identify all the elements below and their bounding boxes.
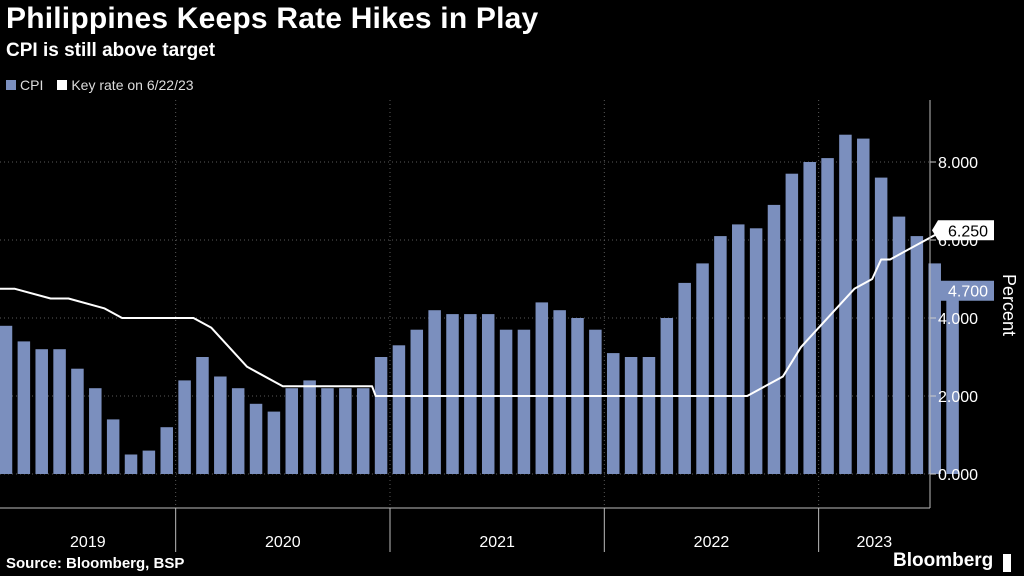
cpi-bar	[17, 341, 31, 474]
cpi-bar	[71, 368, 84, 474]
cpi-bar	[785, 173, 799, 474]
cpi-bar	[321, 388, 334, 474]
chart-legend: CPI Key rate on 6/22/23	[6, 77, 208, 93]
year-label: 2022	[694, 534, 730, 551]
cpi-bar	[124, 454, 138, 474]
cpi-bar	[874, 177, 888, 474]
cpi-bar	[446, 314, 459, 474]
key-rate-callout-box	[932, 220, 994, 241]
cpi-bar	[231, 388, 245, 474]
cpi-bar	[892, 216, 906, 474]
legend-item-cpi: CPI	[6, 77, 43, 93]
cpi-bar	[196, 357, 209, 474]
cpi-bar	[428, 310, 441, 474]
cpi-bar	[356, 388, 370, 474]
year-label: 2020	[265, 534, 301, 551]
y-tick-label: 2.000	[938, 389, 978, 406]
cpi-bar	[35, 349, 48, 474]
cpi-bar	[267, 411, 281, 474]
cpi-bar	[214, 376, 227, 474]
key-rate-line-group	[0, 229, 962, 397]
cpi-bar	[606, 353, 620, 474]
cpi-bar	[89, 388, 102, 474]
legend-label-cpi: CPI	[20, 77, 44, 93]
y-axis-label: Percent	[999, 274, 1019, 336]
chart-title: Philippines Keeps Rate Hikes in Play	[6, 2, 539, 35]
cpi-bar	[53, 349, 66, 474]
cpi-bar	[803, 162, 816, 474]
y-tick-label: 8.000	[938, 155, 978, 172]
cpi-bar	[857, 138, 870, 474]
cpi-bar	[142, 450, 156, 474]
cpi-bar	[410, 329, 424, 474]
source-note: Source: Bloomberg, BSP	[6, 555, 185, 572]
cpi-bar	[249, 403, 263, 474]
chart-subtitle: CPI is still above target	[6, 40, 216, 61]
cpi-bar	[910, 236, 924, 474]
cpi-bar	[178, 380, 191, 474]
cpi-bar	[839, 134, 852, 474]
legend-swatch-cpi	[6, 80, 16, 90]
brand-logo-bar	[1003, 554, 1011, 572]
cpi-bar	[821, 158, 834, 474]
cpi-bar	[374, 357, 388, 474]
cpi-bar	[589, 329, 602, 474]
cpi-bar	[624, 357, 638, 474]
cpi-bar	[732, 224, 745, 474]
key-rate-callout-label: 6.250	[948, 223, 988, 240]
cpi-bar	[392, 345, 406, 474]
cpi-callout-box	[932, 280, 994, 301]
cpi-bar	[339, 388, 352, 474]
cpi-bar	[767, 204, 781, 474]
cpi-callout-label: 4.700	[948, 284, 988, 301]
cpi-bar	[106, 419, 120, 474]
y-tick-label: 4.000	[938, 311, 978, 328]
cpi-bar	[553, 310, 566, 474]
year-label: 2023	[857, 534, 893, 551]
brand-logo: Bloomberg	[893, 550, 994, 571]
cpi-bar	[481, 314, 495, 474]
legend-swatch-key-rate	[57, 80, 68, 90]
cpi-bar	[749, 228, 763, 474]
legend-item-key-rate: Key rate on 6/22/23	[57, 77, 194, 93]
cpi-bar	[499, 329, 513, 474]
cpi-bar	[464, 314, 477, 474]
cpi-bar	[517, 329, 531, 474]
cpi-bar	[303, 380, 316, 474]
value-callouts: 6.250 4.700	[932, 220, 994, 301]
year-label: 2021	[479, 534, 515, 551]
cpi-bar	[928, 263, 941, 474]
cpi-bars	[0, 134, 959, 474]
key-rate-line	[0, 229, 962, 397]
cpi-bar	[714, 236, 727, 474]
cpi-bar	[160, 427, 173, 474]
cpi-bar	[285, 388, 299, 474]
y-tick-label: 0.000	[938, 467, 978, 484]
cpi-bar	[946, 290, 959, 474]
cpi-bar	[535, 302, 549, 474]
cpi-bar	[696, 263, 709, 474]
cpi-bar	[0, 325, 13, 474]
cpi-bar	[642, 357, 656, 474]
legend-label-key-rate: Key rate on 6/22/23	[71, 77, 194, 93]
year-label: 2019	[70, 534, 106, 551]
cpi-bar	[678, 282, 691, 474]
